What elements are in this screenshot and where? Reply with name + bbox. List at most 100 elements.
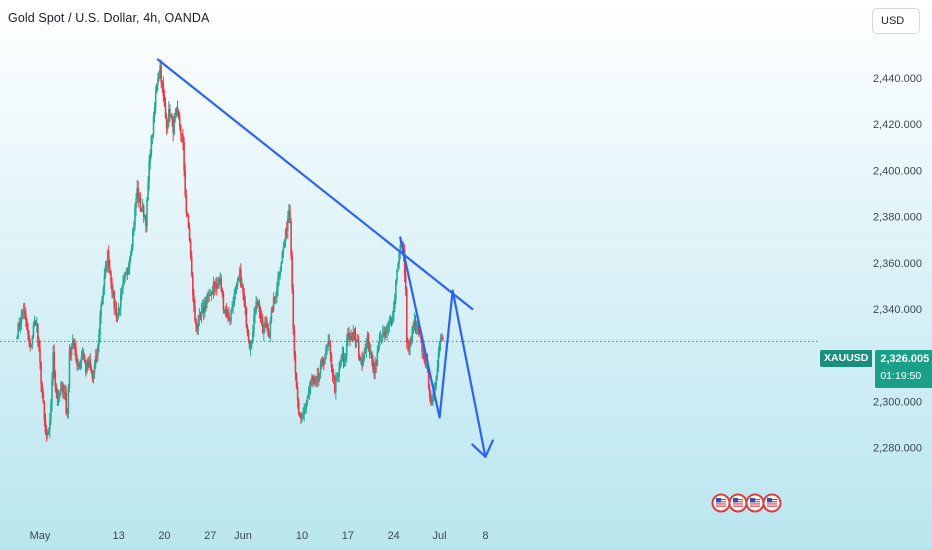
- us-flag-icon[interactable]: [745, 493, 765, 513]
- candle: [194, 299, 196, 323]
- bar-countdown: 01:19:50: [880, 370, 922, 382]
- candle-body: [273, 297, 276, 299]
- candle: [300, 412, 302, 425]
- candle: [360, 356, 362, 365]
- candle-body: [262, 327, 265, 333]
- candle-body: [250, 341, 253, 345]
- candle-body: [111, 282, 113, 293]
- candle-body: [189, 240, 192, 257]
- candle: [184, 163, 186, 198]
- candle-body: [269, 321, 272, 338]
- candle-body: [379, 336, 382, 338]
- candle-body: [75, 347, 77, 360]
- candle: [180, 124, 182, 142]
- candle-body: [320, 358, 323, 364]
- candle: [53, 344, 55, 379]
- candle-body: [92, 372, 95, 379]
- projection-path[interactable]: [399, 236, 487, 458]
- candle-body: [435, 376, 438, 387]
- candle-body: [399, 245, 402, 253]
- candle: [34, 320, 37, 326]
- candle: [217, 277, 219, 290]
- currency-button[interactable]: USD: [872, 8, 920, 34]
- candle: [27, 323, 29, 341]
- candle: [45, 425, 48, 442]
- us-flag-icon[interactable]: [762, 493, 782, 513]
- time-axis[interactable]: May 13 20 27 Jun 10 17 24 Jul 8: [30, 530, 489, 542]
- candle: [262, 323, 265, 342]
- candle-body: [264, 322, 266, 328]
- candle: [324, 353, 326, 365]
- candle-body: [268, 335, 271, 338]
- candle-body: [257, 303, 260, 305]
- candle: [437, 346, 440, 373]
- candle: [145, 214, 147, 233]
- candle: [387, 320, 390, 336]
- drawings-layer[interactable]: [156, 58, 494, 458]
- candle: [386, 322, 388, 341]
- candle: [234, 285, 237, 300]
- candle: [398, 249, 400, 269]
- candle-body: [396, 270, 398, 281]
- candle-body: [354, 333, 357, 342]
- candle: [318, 372, 321, 382]
- candle: [186, 211, 189, 218]
- candle-body: [124, 274, 126, 279]
- candle: [266, 317, 268, 332]
- candle-body: [436, 367, 439, 377]
- candle-body: [188, 227, 191, 241]
- candle-body: [277, 277, 279, 290]
- price-axis[interactable]: 2,440.000 2,420.000 2,400.000 2,380.000 2,36…: [873, 73, 922, 455]
- candle: [47, 427, 50, 436]
- candle: [202, 299, 205, 321]
- candle: [44, 413, 47, 436]
- candle: [173, 113, 176, 135]
- candle: [343, 352, 346, 368]
- candle: [16, 335, 18, 340]
- candle-body: [223, 309, 226, 311]
- candle-body: [144, 216, 146, 218]
- candle-body: [317, 375, 320, 380]
- candle-body: [362, 359, 364, 366]
- candle-body: [216, 284, 218, 288]
- candle-body: [127, 269, 130, 274]
- candle-body: [119, 293, 122, 309]
- candle: [144, 214, 146, 221]
- candle: [212, 276, 215, 299]
- candle: [371, 351, 373, 367]
- candle-body: [284, 229, 287, 242]
- trendline[interactable]: [156, 58, 474, 311]
- candle-body: [299, 414, 301, 417]
- us-flag-icon[interactable]: [711, 493, 731, 513]
- candle-body: [406, 289, 408, 343]
- candle-body: [407, 342, 409, 344]
- candle-body: [113, 291, 116, 309]
- candle-body: [178, 118, 181, 127]
- candle-body: [64, 391, 66, 393]
- economic-events[interactable]: [711, 493, 782, 513]
- candle: [50, 398, 52, 426]
- candle: [302, 407, 304, 420]
- candle-body: [80, 356, 83, 362]
- candle: [188, 222, 191, 243]
- candle: [353, 328, 356, 341]
- us-flag-icon[interactable]: [728, 493, 748, 513]
- candle: [161, 80, 164, 93]
- candle: [103, 268, 106, 295]
- candle: [78, 361, 81, 370]
- candle-body: [419, 333, 421, 335]
- candle: [17, 322, 19, 340]
- candle: [89, 353, 92, 371]
- candle-body: [161, 82, 164, 85]
- candle: [313, 374, 315, 385]
- candle-body: [293, 329, 296, 355]
- candle: [375, 359, 378, 373]
- candle-body: [17, 323, 19, 338]
- y-tick-label: 2,380.000: [873, 212, 922, 224]
- candle: [301, 412, 303, 423]
- candle-body: [40, 362, 42, 384]
- candle: [38, 336, 40, 352]
- candle-body: [56, 391, 59, 399]
- candle-body: [116, 315, 119, 317]
